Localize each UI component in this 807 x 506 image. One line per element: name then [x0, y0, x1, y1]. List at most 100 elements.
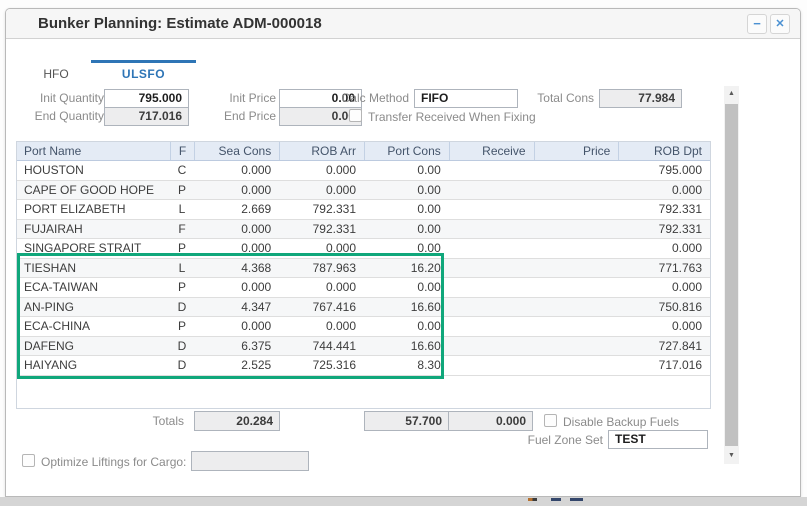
table-row-eca-taiwan[interactable]: ECA-TAIWAN P 0.000 0.000 0.00 0.000 [17, 278, 710, 298]
scroll-down-icon[interactable]: ▼ [724, 448, 739, 464]
cell-tieshan-port-name[interactable]: TIESHAN [24, 260, 77, 275]
column-header-port-name[interactable]: Port Name [24, 144, 82, 158]
cell-eca-china-rob-dpt[interactable]: 0.000 [672, 319, 703, 333]
cell-dafeng-sea-cons[interactable]: 6.375 [241, 338, 272, 353]
cell-an-ping-f[interactable]: D [177, 299, 187, 314]
cell-haiyang-rob-dpt[interactable]: 717.016 [658, 358, 703, 372]
cell-singapore-strait-rob-arr[interactable]: 0.000 [325, 241, 356, 255]
cell-fujairah-port-cons[interactable]: 0.00 [417, 221, 441, 236]
cell-port-elizabeth-rob-dpt[interactable]: 792.331 [658, 202, 703, 216]
cell-eca-taiwan-rob-arr[interactable]: 0.000 [325, 280, 356, 294]
cell-cape-of-good-hope-rob-arr[interactable]: 0.000 [325, 182, 356, 197]
cell-tieshan-sea-cons[interactable]: 4.368 [241, 260, 272, 275]
cell-singapore-strait-receive[interactable] [449, 239, 534, 258]
cell-tieshan-f[interactable]: L [178, 260, 186, 275]
column-header-sea-cons[interactable]: Sea Cons [194, 142, 279, 160]
cell-houston-port-name[interactable]: HOUSTON [24, 163, 84, 177]
minimize-icon[interactable]: − [747, 14, 767, 34]
cell-port-elizabeth-receive[interactable] [449, 200, 534, 219]
column-header-rob-arr[interactable]: ROB Arr [279, 142, 364, 160]
scrollbar-thumb[interactable] [725, 104, 738, 446]
cell-eca-taiwan-port-cons[interactable]: 0.00 [417, 280, 441, 294]
table-row-tieshan[interactable]: TIESHAN L 4.368 787.963 16.20 771.763 [17, 258, 710, 278]
cell-singapore-strait-port-cons[interactable]: 0.00 [417, 241, 441, 255]
cell-eca-china-f[interactable]: P [178, 319, 187, 333]
cell-cape-of-good-hope-price[interactable] [534, 181, 619, 200]
cell-cape-of-good-hope-receive[interactable] [449, 181, 534, 200]
cell-houston-f[interactable]: C [177, 163, 187, 177]
cell-an-ping-port-name[interactable]: AN-PING [24, 299, 75, 314]
table-row-dafeng[interactable]: DAFENG D 6.375 744.441 16.60 727.841 [17, 336, 710, 356]
cell-haiyang-f[interactable]: D [177, 358, 187, 372]
cell-houston-receive[interactable] [449, 161, 534, 180]
cell-fujairah-price[interactable] [534, 220, 619, 239]
cell-cape-of-good-hope-port-name[interactable]: CAPE OF GOOD HOPE [24, 182, 155, 197]
column-header-receive[interactable]: Receive [448, 142, 534, 160]
table-row-houston[interactable]: HOUSTON C 0.000 0.000 0.00 795.000 [17, 161, 710, 181]
transfer-received-checkbox[interactable] [349, 109, 362, 122]
cell-fujairah-f[interactable]: F [178, 221, 186, 236]
cell-dafeng-port-name[interactable]: DAFENG [24, 338, 75, 353]
disable-backup-fuels-checkbox[interactable] [544, 414, 557, 427]
column-header-f[interactable]: F [169, 142, 195, 160]
cell-houston-port-cons[interactable]: 0.00 [417, 163, 441, 177]
cell-eca-china-price[interactable] [534, 317, 619, 336]
cell-singapore-strait-rob-dpt[interactable]: 0.000 [672, 241, 703, 255]
scroll-up-icon[interactable]: ▲ [724, 86, 739, 102]
cell-dafeng-port-cons[interactable]: 16.60 [410, 338, 441, 353]
cell-fujairah-sea-cons[interactable]: 0.000 [241, 221, 272, 236]
table-row-singapore-strait[interactable]: SINGAPORE STRAIT P 0.000 0.000 0.00 0.000 [17, 239, 710, 259]
cell-eca-taiwan-f[interactable]: P [178, 280, 187, 294]
dialog-titlebar[interactable]: Bunker Planning: Estimate ADM-000018 − ✕ [6, 9, 800, 39]
cell-houston-rob-dpt[interactable]: 795.000 [658, 163, 703, 177]
cell-houston-rob-arr[interactable]: 0.000 [325, 163, 356, 177]
cell-eca-taiwan-price[interactable] [534, 278, 619, 297]
cell-eca-china-rob-arr[interactable]: 0.000 [325, 319, 356, 333]
table-row-port-elizabeth[interactable]: PORT ELIZABETH L 2.669 792.331 0.00 792.331 [17, 200, 710, 220]
vertical-scrollbar[interactable]: ▲ ▼ [724, 86, 739, 464]
cell-singapore-strait-f[interactable]: P [178, 241, 187, 255]
cell-houston-sea-cons[interactable]: 0.000 [241, 163, 272, 177]
cell-tieshan-port-cons[interactable]: 16.20 [410, 260, 441, 275]
cell-singapore-strait-port-name[interactable]: SINGAPORE STRAIT [24, 241, 142, 255]
cell-dafeng-rob-arr[interactable]: 744.441 [312, 338, 356, 353]
column-header-port-cons[interactable]: Port Cons [363, 142, 449, 160]
column-header-rob-dpt[interactable]: ROB Dpt [618, 142, 710, 160]
cell-tieshan-rob-arr[interactable]: 787.963 [312, 260, 356, 275]
cell-port-elizabeth-port-cons[interactable]: 0.00 [417, 202, 441, 216]
cell-cape-of-good-hope-port-cons[interactable]: 0.00 [417, 182, 441, 197]
cell-haiyang-price[interactable] [534, 356, 619, 375]
table-row-eca-china[interactable]: ECA-CHINA P 0.000 0.000 0.00 0.000 [17, 317, 710, 337]
cell-eca-taiwan-port-name[interactable]: ECA-TAIWAN [24, 280, 98, 294]
cell-haiyang-sea-cons[interactable]: 2.525 [241, 358, 272, 372]
cell-an-ping-rob-arr[interactable]: 767.416 [312, 299, 356, 314]
cell-port-elizabeth-rob-arr[interactable]: 792.331 [312, 202, 356, 216]
table-row-an-ping[interactable]: AN-PING D 4.347 767.416 16.60 750.816 [17, 297, 710, 317]
cell-an-ping-receive[interactable] [449, 298, 534, 317]
cell-port-elizabeth-f[interactable]: L [178, 202, 186, 216]
init-quantity-field[interactable]: 795.000 [104, 89, 189, 108]
table-row-fujairah[interactable]: FUJAIRAH F 0.000 792.331 0.00 792.331 [17, 219, 710, 239]
cell-port-elizabeth-sea-cons[interactable]: 2.669 [241, 202, 272, 216]
close-icon[interactable]: ✕ [770, 14, 790, 34]
table-row-haiyang[interactable]: HAIYANG D 2.525 725.316 8.30 717.016 [17, 356, 710, 376]
cell-tieshan-price[interactable] [534, 259, 619, 278]
cell-cape-of-good-hope-f[interactable]: P [178, 182, 187, 197]
cell-dafeng-f[interactable]: D [177, 338, 187, 353]
cell-cape-of-good-hope-sea-cons[interactable]: 0.000 [241, 182, 272, 197]
cell-singapore-strait-sea-cons[interactable]: 0.000 [241, 241, 272, 255]
cell-fujairah-receive[interactable] [449, 220, 534, 239]
cell-cape-of-good-hope-rob-dpt[interactable]: 0.000 [672, 182, 703, 197]
cell-eca-china-port-cons[interactable]: 0.00 [417, 319, 441, 333]
cell-an-ping-rob-dpt[interactable]: 750.816 [658, 299, 703, 314]
cell-port-elizabeth-port-name[interactable]: PORT ELIZABETH [24, 202, 126, 216]
table-row-cape-of-good-hope[interactable]: CAPE OF GOOD HOPE P 0.000 0.000 0.00 0.000 [17, 180, 710, 200]
calc-method-field[interactable]: FIFO [414, 89, 518, 108]
cell-eca-china-port-name[interactable]: ECA-CHINA [24, 319, 91, 333]
cell-an-ping-sea-cons[interactable]: 4.347 [241, 299, 272, 314]
column-header-price[interactable]: Price [533, 142, 619, 160]
cell-fujairah-port-name[interactable]: FUJAIRAH [24, 221, 83, 236]
cell-dafeng-price[interactable] [534, 337, 619, 356]
cell-fujairah-rob-dpt[interactable]: 792.331 [658, 221, 703, 236]
cell-an-ping-price[interactable] [534, 298, 619, 317]
